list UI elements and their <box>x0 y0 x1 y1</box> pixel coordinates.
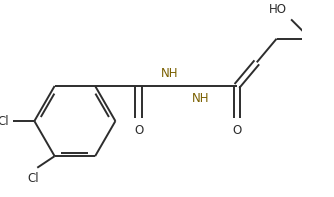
Text: Cl: Cl <box>0 115 9 128</box>
Text: HO: HO <box>269 4 287 17</box>
Text: Cl: Cl <box>28 172 39 185</box>
Text: O: O <box>232 124 241 137</box>
Text: NH: NH <box>191 92 209 105</box>
Text: O: O <box>134 124 143 137</box>
Text: NH: NH <box>161 67 178 80</box>
